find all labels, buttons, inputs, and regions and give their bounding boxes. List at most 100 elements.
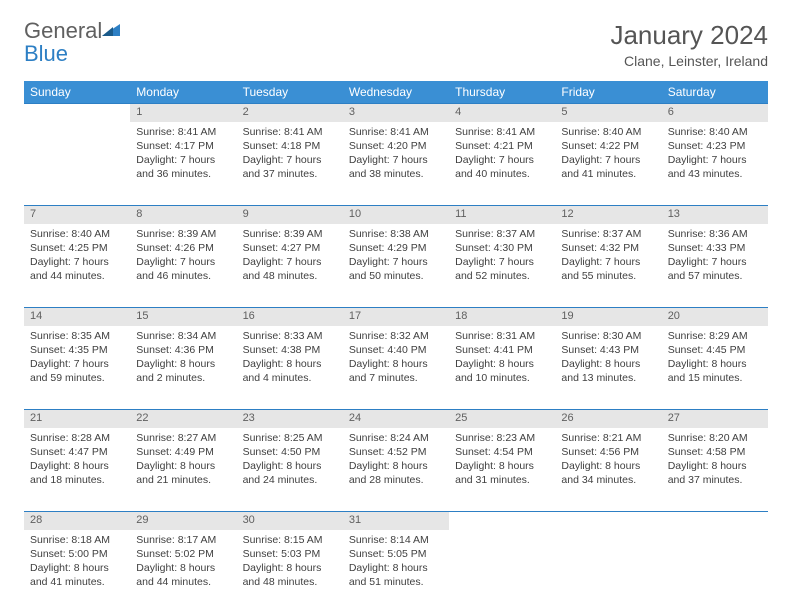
- day-number-cell: 3: [343, 104, 449, 122]
- sun-info-line: Sunrise: 8:24 AM: [349, 431, 443, 445]
- day-number-cell: 12: [555, 206, 661, 224]
- sun-info-line: Sunset: 4:18 PM: [243, 139, 337, 153]
- sun-info-line: Sunset: 4:38 PM: [243, 343, 337, 357]
- sun-info-line: Daylight: 8 hours and 13 minutes.: [561, 357, 655, 385]
- sun-info-line: Daylight: 8 hours and 21 minutes.: [136, 459, 230, 487]
- sun-info-line: Daylight: 8 hours and 34 minutes.: [561, 459, 655, 487]
- sun-info-line: Daylight: 7 hours and 59 minutes.: [30, 357, 124, 385]
- sun-info-line: Sunrise: 8:14 AM: [349, 533, 443, 547]
- day-content-cell: Sunrise: 8:32 AMSunset: 4:40 PMDaylight:…: [343, 326, 449, 410]
- sun-info-line: Sunset: 4:52 PM: [349, 445, 443, 459]
- day-content-cell: Sunrise: 8:35 AMSunset: 4:35 PMDaylight:…: [24, 326, 130, 410]
- day-number-row: 14151617181920: [24, 308, 768, 326]
- day-number-cell: [449, 512, 555, 530]
- sun-info-line: Sunset: 4:30 PM: [455, 241, 549, 255]
- sun-info-line: Sunrise: 8:30 AM: [561, 329, 655, 343]
- sun-info-line: Sunset: 4:36 PM: [136, 343, 230, 357]
- sun-info-line: Daylight: 7 hours and 43 minutes.: [668, 153, 762, 181]
- day-number-cell: 30: [237, 512, 343, 530]
- day-content-cell: Sunrise: 8:38 AMSunset: 4:29 PMDaylight:…: [343, 224, 449, 308]
- sun-info-line: Sunset: 4:23 PM: [668, 139, 762, 153]
- sun-info-line: Daylight: 8 hours and 15 minutes.: [668, 357, 762, 385]
- weekday-header: Monday: [130, 81, 236, 104]
- sun-info-line: Daylight: 8 hours and 51 minutes.: [349, 561, 443, 589]
- day-content-cell: Sunrise: 8:25 AMSunset: 4:50 PMDaylight:…: [237, 428, 343, 512]
- day-content-cell: Sunrise: 8:20 AMSunset: 4:58 PMDaylight:…: [662, 428, 768, 512]
- day-content-cell: Sunrise: 8:37 AMSunset: 4:30 PMDaylight:…: [449, 224, 555, 308]
- day-number-cell: [555, 512, 661, 530]
- sun-info-line: Daylight: 7 hours and 50 minutes.: [349, 255, 443, 283]
- day-content-cell: Sunrise: 8:40 AMSunset: 4:23 PMDaylight:…: [662, 122, 768, 206]
- sun-info-line: Sunset: 4:49 PM: [136, 445, 230, 459]
- sun-info-line: Daylight: 7 hours and 44 minutes.: [30, 255, 124, 283]
- day-number-cell: 27: [662, 410, 768, 428]
- sun-info-line: Sunrise: 8:41 AM: [455, 125, 549, 139]
- sun-info-line: Sunrise: 8:36 AM: [668, 227, 762, 241]
- day-content-cell: Sunrise: 8:40 AMSunset: 4:25 PMDaylight:…: [24, 224, 130, 308]
- sun-info-line: Daylight: 7 hours and 41 minutes.: [561, 153, 655, 181]
- sun-info-line: Sunrise: 8:41 AM: [243, 125, 337, 139]
- day-content-row: Sunrise: 8:40 AMSunset: 4:25 PMDaylight:…: [24, 224, 768, 308]
- weekday-header: Wednesday: [343, 81, 449, 104]
- day-number-cell: 9: [237, 206, 343, 224]
- sun-info-line: Sunrise: 8:27 AM: [136, 431, 230, 445]
- day-number-cell: 31: [343, 512, 449, 530]
- day-number-cell: 22: [130, 410, 236, 428]
- sun-info-line: Daylight: 7 hours and 40 minutes.: [455, 153, 549, 181]
- sun-info-line: Daylight: 8 hours and 2 minutes.: [136, 357, 230, 385]
- sun-info-line: Sunset: 4:56 PM: [561, 445, 655, 459]
- sun-info-line: Sunrise: 8:35 AM: [30, 329, 124, 343]
- sun-info-line: Sunset: 4:35 PM: [30, 343, 124, 357]
- weekday-header: Friday: [555, 81, 661, 104]
- sun-info-line: Sunset: 4:33 PM: [668, 241, 762, 255]
- day-number-cell: 25: [449, 410, 555, 428]
- logo-triangle-icon: [102, 22, 120, 36]
- sun-info-line: Sunrise: 8:38 AM: [349, 227, 443, 241]
- day-number-cell: 6: [662, 104, 768, 122]
- sun-info-line: Sunrise: 8:17 AM: [136, 533, 230, 547]
- calendar-body: 123456Sunrise: 8:41 AMSunset: 4:17 PMDay…: [24, 104, 768, 614]
- sun-info-line: Sunset: 4:45 PM: [668, 343, 762, 357]
- sun-info-line: Daylight: 8 hours and 7 minutes.: [349, 357, 443, 385]
- sun-info-line: Daylight: 7 hours and 55 minutes.: [561, 255, 655, 283]
- day-content-cell: Sunrise: 8:29 AMSunset: 4:45 PMDaylight:…: [662, 326, 768, 410]
- sun-info-line: Sunset: 4:17 PM: [136, 139, 230, 153]
- sun-info-line: Sunrise: 8:29 AM: [668, 329, 762, 343]
- sun-info-line: Sunrise: 8:40 AM: [30, 227, 124, 241]
- sun-info-line: Sunset: 4:29 PM: [349, 241, 443, 255]
- sun-info-line: Daylight: 7 hours and 38 minutes.: [349, 153, 443, 181]
- weekday-header: Thursday: [449, 81, 555, 104]
- day-content-cell: [662, 530, 768, 614]
- sun-info-line: Sunset: 4:47 PM: [30, 445, 124, 459]
- day-content-cell: Sunrise: 8:40 AMSunset: 4:22 PMDaylight:…: [555, 122, 661, 206]
- day-content-cell: Sunrise: 8:33 AMSunset: 4:38 PMDaylight:…: [237, 326, 343, 410]
- day-content-cell: Sunrise: 8:17 AMSunset: 5:02 PMDaylight:…: [130, 530, 236, 614]
- sun-info-line: Daylight: 8 hours and 44 minutes.: [136, 561, 230, 589]
- day-number-cell: 24: [343, 410, 449, 428]
- sun-info-line: Daylight: 7 hours and 37 minutes.: [243, 153, 337, 181]
- day-number-cell: 16: [237, 308, 343, 326]
- sun-info-line: Daylight: 8 hours and 31 minutes.: [455, 459, 549, 487]
- day-content-cell: Sunrise: 8:31 AMSunset: 4:41 PMDaylight:…: [449, 326, 555, 410]
- day-content-cell: [24, 122, 130, 206]
- day-content-cell: Sunrise: 8:21 AMSunset: 4:56 PMDaylight:…: [555, 428, 661, 512]
- day-number-cell: 17: [343, 308, 449, 326]
- sun-info-line: Sunset: 4:40 PM: [349, 343, 443, 357]
- sun-info-line: Sunset: 4:58 PM: [668, 445, 762, 459]
- day-content-cell: Sunrise: 8:41 AMSunset: 4:17 PMDaylight:…: [130, 122, 236, 206]
- day-number-cell: 10: [343, 206, 449, 224]
- day-number-row: 123456: [24, 104, 768, 122]
- sun-info-line: Sunset: 5:02 PM: [136, 547, 230, 561]
- day-number-cell: 15: [130, 308, 236, 326]
- sun-info-line: Daylight: 8 hours and 41 minutes.: [30, 561, 124, 589]
- day-content-cell: Sunrise: 8:39 AMSunset: 4:27 PMDaylight:…: [237, 224, 343, 308]
- sun-info-line: Sunrise: 8:39 AM: [243, 227, 337, 241]
- sun-info-line: Sunset: 4:21 PM: [455, 139, 549, 153]
- sun-info-line: Daylight: 8 hours and 48 minutes.: [243, 561, 337, 589]
- sun-info-line: Sunrise: 8:34 AM: [136, 329, 230, 343]
- sun-info-line: Sunrise: 8:37 AM: [455, 227, 549, 241]
- sun-info-line: Sunset: 5:03 PM: [243, 547, 337, 561]
- day-content-cell: Sunrise: 8:23 AMSunset: 4:54 PMDaylight:…: [449, 428, 555, 512]
- day-content-cell: Sunrise: 8:18 AMSunset: 5:00 PMDaylight:…: [24, 530, 130, 614]
- sun-info-line: Daylight: 8 hours and 28 minutes.: [349, 459, 443, 487]
